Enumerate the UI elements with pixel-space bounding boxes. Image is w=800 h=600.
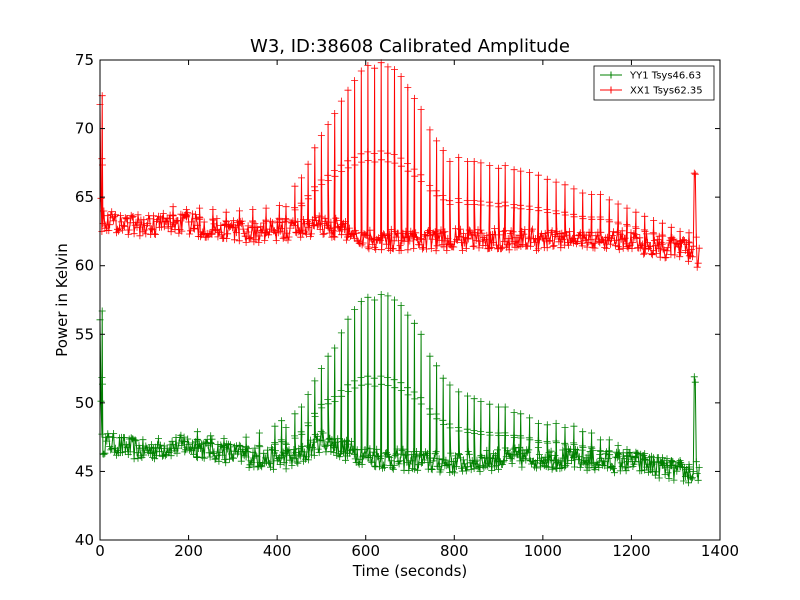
y-tick-label: 40 [75,531,94,549]
y-tick-label: 45 [75,462,94,480]
y-tick-label: 65 [75,188,94,206]
legend-box [593,65,715,101]
x-tick-label: 1200 [612,542,650,560]
chart-title: W3, ID:38608 Calibrated Amplitude [250,36,570,57]
x-tick-label: 400 [263,542,292,560]
x-axis-label: Time (seconds) [352,562,468,580]
legend-entries: YY1 Tsys46.63 XX1 Tsys62.35 [600,71,703,97]
x-tick-label: 200 [174,542,203,560]
y-tick-label: 60 [75,257,94,275]
legend-label: YY1 Tsys46.63 [629,71,701,82]
plot-frame [99,59,721,541]
legend-marker [607,86,615,94]
y-tick-label: 50 [75,394,94,412]
y-tick-label: 55 [75,325,94,343]
x-tick-label: 1400 [701,542,739,560]
axes-layer: 0 200 400 600 800 1000 1200 1400 40 45 50 55 60 65 70 7… [75,51,739,560]
series-layer [96,59,703,487]
y-tick-label: 70 [75,120,94,138]
legend: YY1 Tsys46.63 XX1 Tsys62.35 [593,65,715,101]
series-xx1 [96,59,703,271]
x-tick-label: 1000 [524,542,562,560]
x-tick-label: 600 [351,542,380,560]
y-axis-label: Power in Kelvin [53,243,71,357]
x-tick-label: 0 [95,542,105,560]
x-tick-label: 800 [440,542,469,560]
legend-label: XX1 Tsys62.35 [630,86,703,97]
y-tick-label: 75 [75,51,94,69]
legend-marker [607,71,615,79]
